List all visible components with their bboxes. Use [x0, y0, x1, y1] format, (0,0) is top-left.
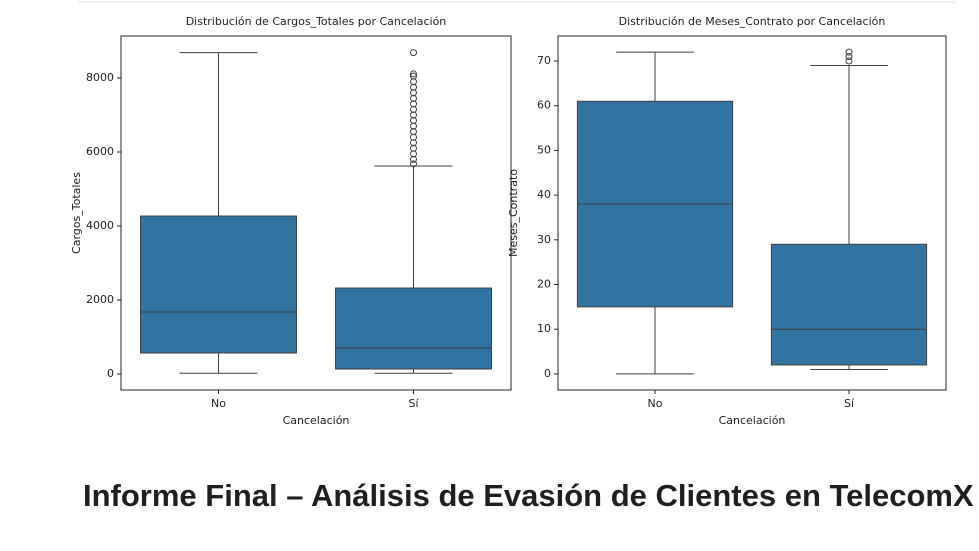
box	[770, 243, 928, 366]
y-tick-label: 0	[107, 367, 114, 380]
y-tick-label: 40	[537, 188, 551, 201]
outlier	[410, 72, 417, 80]
y-tick-label: 20	[537, 278, 551, 291]
y-tick-label: 50	[537, 143, 551, 156]
box	[140, 215, 297, 354]
x-axis-label: Cancelación	[283, 414, 350, 427]
report-heading: Informe Final – Análisis de Evasión de C…	[83, 478, 974, 513]
chart-title: Distribución de Cargos_Totales por Cance…	[186, 15, 447, 28]
y-tick-label: 30	[537, 233, 551, 246]
outlier	[845, 53, 853, 61]
outlier	[845, 48, 853, 56]
y-tick-label: 6000	[86, 145, 114, 158]
y-axis-label: Cargos_Totales	[70, 172, 83, 254]
y-tick-label: 4000	[86, 219, 114, 232]
x-tick-label: Sí	[844, 397, 855, 410]
plot-frame	[557, 35, 947, 391]
y-tick-label: 8000	[86, 71, 114, 84]
x-axis-label: Cancelación	[719, 414, 786, 427]
x-tick-label: No	[648, 397, 663, 410]
y-tick-label: 60	[537, 99, 551, 112]
outlier	[410, 160, 417, 168]
outlier	[410, 49, 417, 57]
plot-frame	[120, 35, 512, 391]
y-tick-label: 0	[544, 367, 551, 380]
outlier	[410, 70, 417, 78]
outlier	[845, 57, 853, 65]
y-tick-label: 70	[537, 54, 551, 67]
chart-title: Distribución de Meses_Contrato por Cance…	[619, 15, 886, 28]
x-tick-label: No	[211, 397, 226, 410]
x-tick-label: Sí	[408, 397, 419, 410]
y-axis-label: Meses_Contrato	[507, 169, 520, 257]
box	[335, 287, 492, 370]
y-tick-label: 10	[537, 322, 551, 335]
y-tick-label: 2000	[86, 293, 114, 306]
